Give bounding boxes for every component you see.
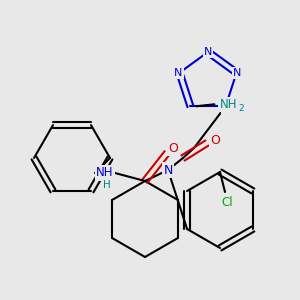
Text: O: O xyxy=(210,134,220,146)
Text: O: O xyxy=(168,142,178,154)
Text: Cl: Cl xyxy=(221,196,233,208)
Text: N: N xyxy=(204,47,212,57)
Text: N: N xyxy=(222,103,231,113)
Text: N: N xyxy=(233,68,242,78)
Text: 2: 2 xyxy=(238,104,244,113)
Text: NH: NH xyxy=(220,98,237,111)
Text: N: N xyxy=(163,164,173,176)
Text: NH: NH xyxy=(96,167,114,179)
Text: H: H xyxy=(103,180,111,190)
Text: N: N xyxy=(174,68,183,78)
